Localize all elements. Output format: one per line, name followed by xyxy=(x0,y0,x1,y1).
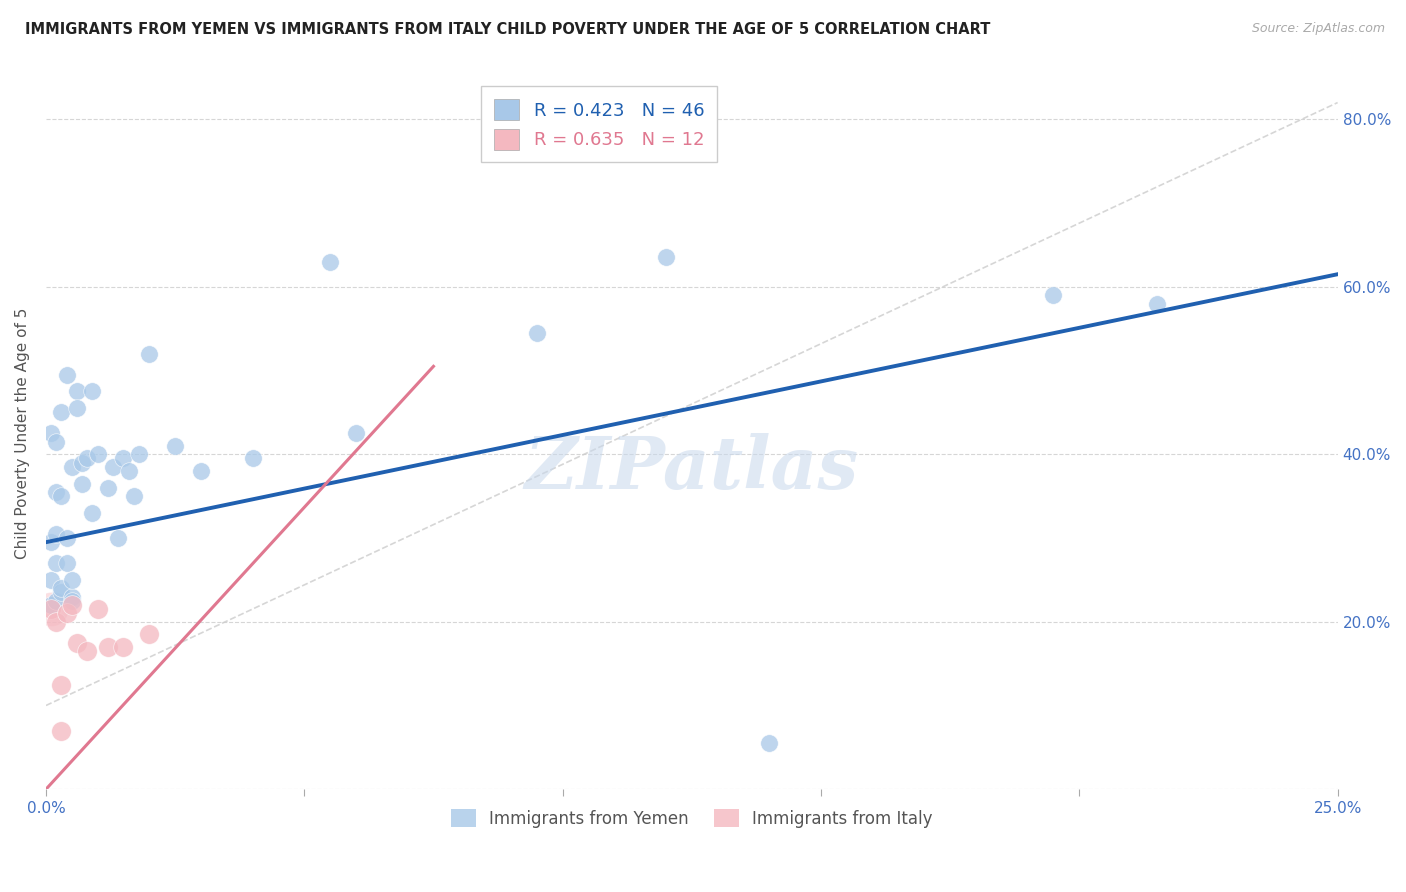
Point xyxy=(60,598,83,612)
Point xyxy=(45,615,67,629)
Point xyxy=(112,451,135,466)
Point xyxy=(51,489,73,503)
Point xyxy=(165,439,187,453)
Point xyxy=(112,640,135,654)
Point xyxy=(86,447,108,461)
Point xyxy=(55,368,77,382)
Point xyxy=(82,506,104,520)
Point xyxy=(101,459,124,474)
Point xyxy=(97,481,120,495)
Point xyxy=(51,723,73,738)
Point xyxy=(655,251,678,265)
Point xyxy=(51,585,73,599)
Text: Source: ZipAtlas.com: Source: ZipAtlas.com xyxy=(1251,22,1385,36)
Point xyxy=(76,451,98,466)
Text: ZIPatlas: ZIPatlas xyxy=(524,434,859,504)
Point xyxy=(122,489,145,503)
Point xyxy=(138,347,160,361)
Point xyxy=(39,535,62,549)
Point xyxy=(190,464,212,478)
Point xyxy=(758,736,780,750)
Point xyxy=(66,384,89,399)
Point xyxy=(70,476,93,491)
Point xyxy=(45,556,67,570)
Point xyxy=(242,451,264,466)
Point xyxy=(97,640,120,654)
Point xyxy=(107,531,129,545)
Point xyxy=(39,602,62,616)
Point xyxy=(117,464,139,478)
Point xyxy=(51,677,73,691)
Point xyxy=(86,602,108,616)
Legend: Immigrants from Yemen, Immigrants from Italy: Immigrants from Yemen, Immigrants from I… xyxy=(444,803,939,834)
Point xyxy=(66,401,89,416)
Point xyxy=(55,531,77,545)
Point xyxy=(70,456,93,470)
Point xyxy=(55,607,77,621)
Y-axis label: Child Poverty Under the Age of 5: Child Poverty Under the Age of 5 xyxy=(15,308,30,559)
Point xyxy=(60,573,83,587)
Point xyxy=(51,581,73,595)
Point xyxy=(82,384,104,399)
Point xyxy=(60,590,83,604)
Point xyxy=(344,426,367,441)
Point xyxy=(319,254,342,268)
Point xyxy=(45,434,67,449)
Point xyxy=(1042,288,1064,302)
Point xyxy=(66,635,89,649)
Point xyxy=(138,627,160,641)
Point xyxy=(51,405,73,419)
Point xyxy=(39,573,62,587)
Point xyxy=(55,556,77,570)
Point xyxy=(60,459,83,474)
Point xyxy=(60,594,83,608)
Point xyxy=(76,644,98,658)
Point xyxy=(526,326,548,340)
Point xyxy=(39,598,62,612)
Point xyxy=(39,602,62,616)
Point xyxy=(45,485,67,500)
Point xyxy=(39,426,62,441)
Point xyxy=(1146,296,1168,310)
Point xyxy=(45,526,67,541)
Text: IMMIGRANTS FROM YEMEN VS IMMIGRANTS FROM ITALY CHILD POVERTY UNDER THE AGE OF 5 : IMMIGRANTS FROM YEMEN VS IMMIGRANTS FROM… xyxy=(25,22,991,37)
Point xyxy=(45,594,67,608)
Point xyxy=(128,447,150,461)
